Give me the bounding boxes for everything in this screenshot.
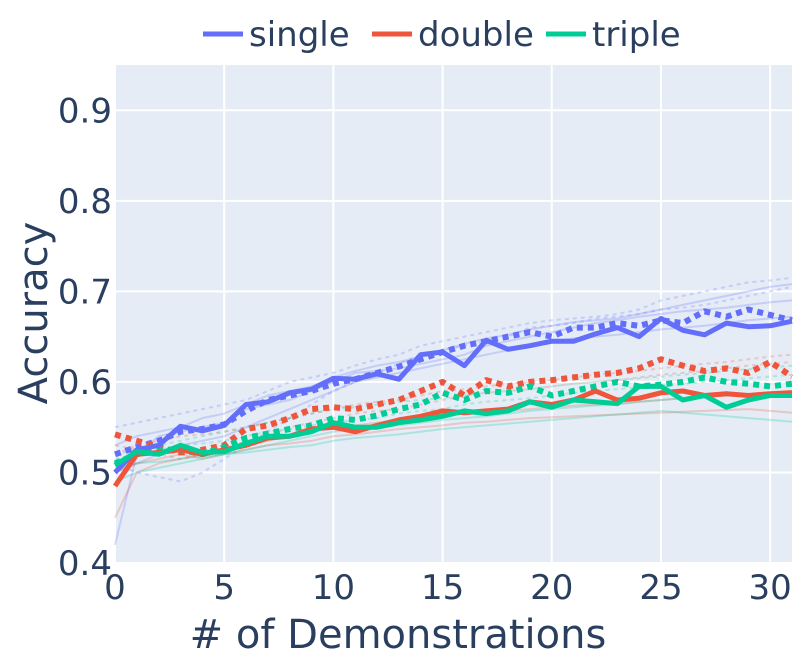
plot-background <box>115 65 792 563</box>
series-line-double-dotted <box>114 356 793 456</box>
y-tick-label: 0.7 <box>58 272 112 312</box>
series-line-triple <box>113 383 792 468</box>
y-axis-ticks: 0.4 0.5 0.6 0.7 0.8 0.9 <box>58 91 112 584</box>
legend-label-single: single <box>249 15 350 55</box>
background-run-triple <box>114 409 793 469</box>
x-tick-label: 20 <box>530 568 573 608</box>
x-tick-label: 0 <box>104 568 126 608</box>
series-line-single <box>113 316 793 475</box>
x-tick-label: 30 <box>749 568 792 608</box>
background-run-single <box>114 276 793 429</box>
legend-item-double[interactable]: double <box>372 15 534 55</box>
main-series-lines <box>112 306 793 488</box>
x-tick-label: 5 <box>213 568 235 608</box>
y-axis-title: Accuracy <box>11 222 57 405</box>
y-tick-label: 0.8 <box>58 182 112 222</box>
x-tick-label: 25 <box>639 568 682 608</box>
series-line-single-dotted <box>114 306 793 458</box>
background-run-double <box>114 408 793 474</box>
y-tick-label: 0.5 <box>58 453 112 493</box>
x-tick-label: 15 <box>421 568 464 608</box>
x-tick-label: 10 <box>312 568 355 608</box>
x-axis-title: # of Demonstrations <box>190 612 607 658</box>
y-tick-label: 0.9 <box>58 91 112 131</box>
legend-label-triple: triple <box>592 15 681 55</box>
background-run-triple <box>114 364 793 456</box>
x-axis-ticks: 0 5 10 15 20 25 30 <box>104 568 792 608</box>
legend-label-double: double <box>418 15 534 55</box>
background-run-single <box>114 285 793 483</box>
legend[interactable]: single double triple <box>203 15 681 55</box>
legend-item-triple[interactable]: triple <box>546 15 681 55</box>
y-tick-label: 0.6 <box>58 363 112 403</box>
legend-item-single[interactable]: single <box>203 15 350 55</box>
y-tick-label: 0.4 <box>58 544 112 584</box>
series-line-triple-dotted <box>113 374 793 467</box>
